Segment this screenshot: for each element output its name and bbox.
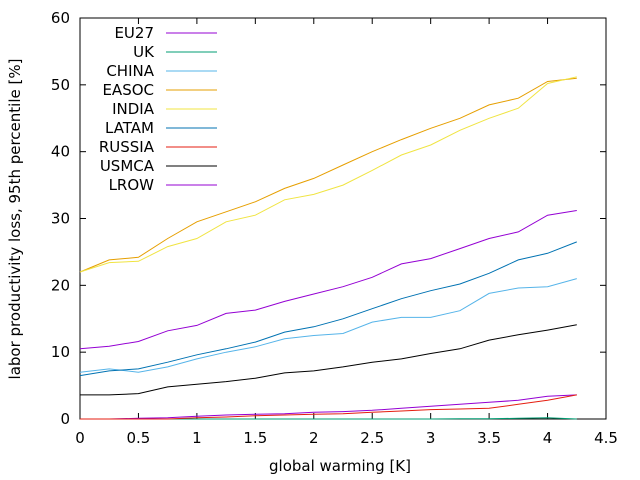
x-tick-label: 0 bbox=[75, 429, 85, 447]
x-tick-label: 2.5 bbox=[360, 429, 384, 447]
y-tick-label: 40 bbox=[51, 143, 70, 161]
legend-label-lrow: LROW bbox=[109, 176, 155, 194]
y-tick-label: 10 bbox=[51, 343, 70, 361]
series-line-china bbox=[79, 278, 577, 373]
legend-label-usmca: USMCA bbox=[100, 157, 155, 175]
y-tick-label: 60 bbox=[51, 9, 70, 27]
series-line-easoc bbox=[79, 77, 577, 273]
x-axis-title: global warming [K] bbox=[269, 457, 411, 475]
y-tick-label: 50 bbox=[51, 76, 70, 94]
x-tick-label: 0.5 bbox=[127, 429, 151, 447]
x-tick-label: 3.5 bbox=[477, 429, 501, 447]
legend-label-uk: UK bbox=[133, 43, 155, 61]
legend: EU27UKCHINAEASOCINDIALATAMRUSSIAUSMCALRO… bbox=[99, 24, 217, 194]
legend-label-china: CHINA bbox=[106, 62, 154, 80]
x-tick-label: 4.5 bbox=[594, 429, 618, 447]
legend-label-india: INDIA bbox=[112, 100, 155, 118]
x-tick-label: 1.5 bbox=[243, 429, 267, 447]
x-tick-label: 3 bbox=[426, 429, 436, 447]
series-line-eu27 bbox=[80, 394, 577, 420]
plot-frame bbox=[79, 17, 607, 420]
x-tick-label: 1 bbox=[192, 429, 202, 447]
series-layer bbox=[79, 76, 577, 420]
ticks-layer: 0 0.5 1 1.5 2 2.5 3 3.5 4 4.5 0 10 20 30 40 50 60 bbox=[51, 9, 618, 447]
y-tick-label: 30 bbox=[51, 210, 70, 228]
legend-label-russia: RUSSIA bbox=[99, 138, 155, 156]
y-tick-label: 20 bbox=[51, 276, 70, 294]
series-line-usmca bbox=[80, 324, 577, 396]
series-line-india bbox=[79, 76, 577, 273]
series-line-lrow bbox=[79, 210, 577, 350]
series-line-russia bbox=[80, 394, 577, 420]
legend-label-eu27: EU27 bbox=[114, 24, 154, 42]
y-axis-title: labor productivity loss, 95th percentile… bbox=[6, 59, 24, 380]
y-tick-label: 0 bbox=[60, 410, 70, 428]
x-tick-label: 4 bbox=[543, 429, 553, 447]
series-line-latam bbox=[79, 241, 577, 377]
legend-label-latam: LATAM bbox=[105, 119, 154, 137]
legend-label-easoc: EASOC bbox=[102, 81, 154, 99]
x-tick-label: 2 bbox=[309, 429, 319, 447]
